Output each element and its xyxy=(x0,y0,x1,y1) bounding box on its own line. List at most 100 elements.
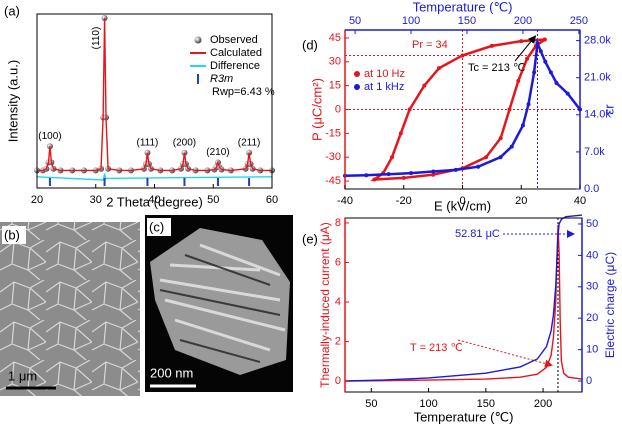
y2-tick-label: 40 xyxy=(586,249,598,261)
data-point xyxy=(498,155,503,160)
x-tick-label: -40 xyxy=(337,195,353,207)
series-line xyxy=(344,214,583,382)
x2-tick-label: 250 xyxy=(570,15,588,27)
x-tick-label: 20 xyxy=(31,194,43,206)
y-axis-label: P (μC/cm²) xyxy=(309,78,324,141)
scale-bar-label: 1 μm xyxy=(8,368,37,383)
y-tick-label: 45 xyxy=(329,32,341,44)
sem-photo xyxy=(0,222,140,396)
legend-label: R3m xyxy=(210,73,233,85)
annotation: T = 213 ℃ xyxy=(410,342,463,354)
panel-label: (c) xyxy=(149,219,164,234)
y-tick-label: -45 xyxy=(325,175,341,187)
data-point xyxy=(398,131,403,136)
peak-label: (100) xyxy=(38,131,61,142)
y2-tick-label: 50 xyxy=(586,218,598,230)
data-point xyxy=(565,91,570,96)
y2-axis-label: εr xyxy=(601,104,616,115)
data-point xyxy=(509,144,514,149)
x-tick-label: 20 xyxy=(515,195,527,207)
legend-marker xyxy=(354,71,360,77)
x2-tick-label: 150 xyxy=(458,15,476,27)
x-tick-label: 60 xyxy=(266,194,278,206)
data-point xyxy=(525,56,530,61)
peak-label: (210) xyxy=(206,147,229,158)
domain-stripes xyxy=(159,254,281,363)
annotation: Tc = 213 ℃ xyxy=(468,62,525,74)
y2-tick-label: 20 xyxy=(586,312,598,324)
data-point xyxy=(554,81,559,85)
data-point xyxy=(535,41,540,46)
sem-image: (b) 1 μm xyxy=(0,222,140,396)
x-tick-label: 150 xyxy=(477,398,495,410)
x-tick-label: 30 xyxy=(90,194,102,206)
annotation: Rwp=6.43 % xyxy=(212,86,275,98)
x2-tick-label: 50 xyxy=(349,15,361,27)
domain-stripes xyxy=(159,243,286,352)
x-tick-label: 40 xyxy=(574,195,586,207)
y-tick-label: 2 xyxy=(335,335,341,347)
annotation: 52.81 μC xyxy=(455,228,500,240)
data-point xyxy=(390,155,394,160)
y2-tick-label: 0 xyxy=(586,375,592,387)
legend-marker xyxy=(354,84,360,90)
legend-label: Observed xyxy=(210,34,258,46)
data-point xyxy=(543,59,548,64)
series-line xyxy=(344,224,583,382)
x-axis-label: E (kV/cm) xyxy=(434,198,491,213)
data-point xyxy=(431,169,436,174)
data-point xyxy=(476,164,481,169)
data-point xyxy=(453,167,458,172)
y-tick-label: 4 xyxy=(335,296,341,308)
data-point xyxy=(538,49,543,54)
x-tick-label: 50 xyxy=(365,398,377,410)
x-tick-label: 100 xyxy=(419,398,437,410)
y2-tick-label: 30 xyxy=(586,281,598,293)
y2-tick-label: 7.0k xyxy=(584,146,605,158)
x-tick-label: 0 xyxy=(459,195,465,207)
data-point xyxy=(484,155,488,160)
legend-label: Difference xyxy=(210,60,260,72)
data-point xyxy=(401,175,406,180)
series-line xyxy=(37,17,272,172)
legend-label: Calculated xyxy=(210,47,262,59)
y-tick-label: -30 xyxy=(325,151,341,163)
peak-label: (111) xyxy=(137,137,159,148)
data-point xyxy=(407,107,412,112)
x2-tick-label: 200 xyxy=(514,15,532,27)
data-point xyxy=(372,177,377,182)
y-tick-label: 0 xyxy=(335,375,341,387)
x2-axis-label: Temperature (℃) xyxy=(413,0,513,14)
x-tick-label: 200 xyxy=(534,398,552,410)
x-axis-label: 2 Theta (degree) xyxy=(106,194,203,209)
data-point xyxy=(386,172,391,177)
x2-tick-label: 100 xyxy=(402,15,420,27)
data-point xyxy=(548,70,553,75)
y-tick-label: 0 xyxy=(335,103,341,115)
y2-tick-label: 28.0k xyxy=(584,35,611,47)
y-axis-label: Thermally-induced current (μA) xyxy=(318,222,332,388)
y2-tick-label: 10 xyxy=(586,344,598,356)
data-point xyxy=(516,78,521,83)
series-line xyxy=(36,173,273,181)
data-point xyxy=(526,102,531,107)
legend-marker xyxy=(194,36,202,44)
x-tick-label: 40 xyxy=(148,194,160,206)
peak-label: (110) xyxy=(91,27,102,50)
panel-label: (a) xyxy=(4,3,20,18)
data-point xyxy=(532,70,537,75)
data-point xyxy=(542,37,547,42)
tem-image: (c) 200 nm xyxy=(145,215,293,392)
data-point xyxy=(460,53,465,58)
data-point xyxy=(498,136,503,141)
y-tick-label: 6 xyxy=(335,256,341,268)
y-tick-label: 8 xyxy=(335,217,341,229)
data-point xyxy=(507,107,512,112)
panel-label: (b) xyxy=(4,227,20,242)
y2-tick-label: 21.0k xyxy=(584,72,611,84)
annotation-arrow xyxy=(457,339,553,368)
data-point xyxy=(519,39,524,44)
peak-label: (200) xyxy=(173,137,196,148)
panel-label: (e) xyxy=(302,231,318,246)
